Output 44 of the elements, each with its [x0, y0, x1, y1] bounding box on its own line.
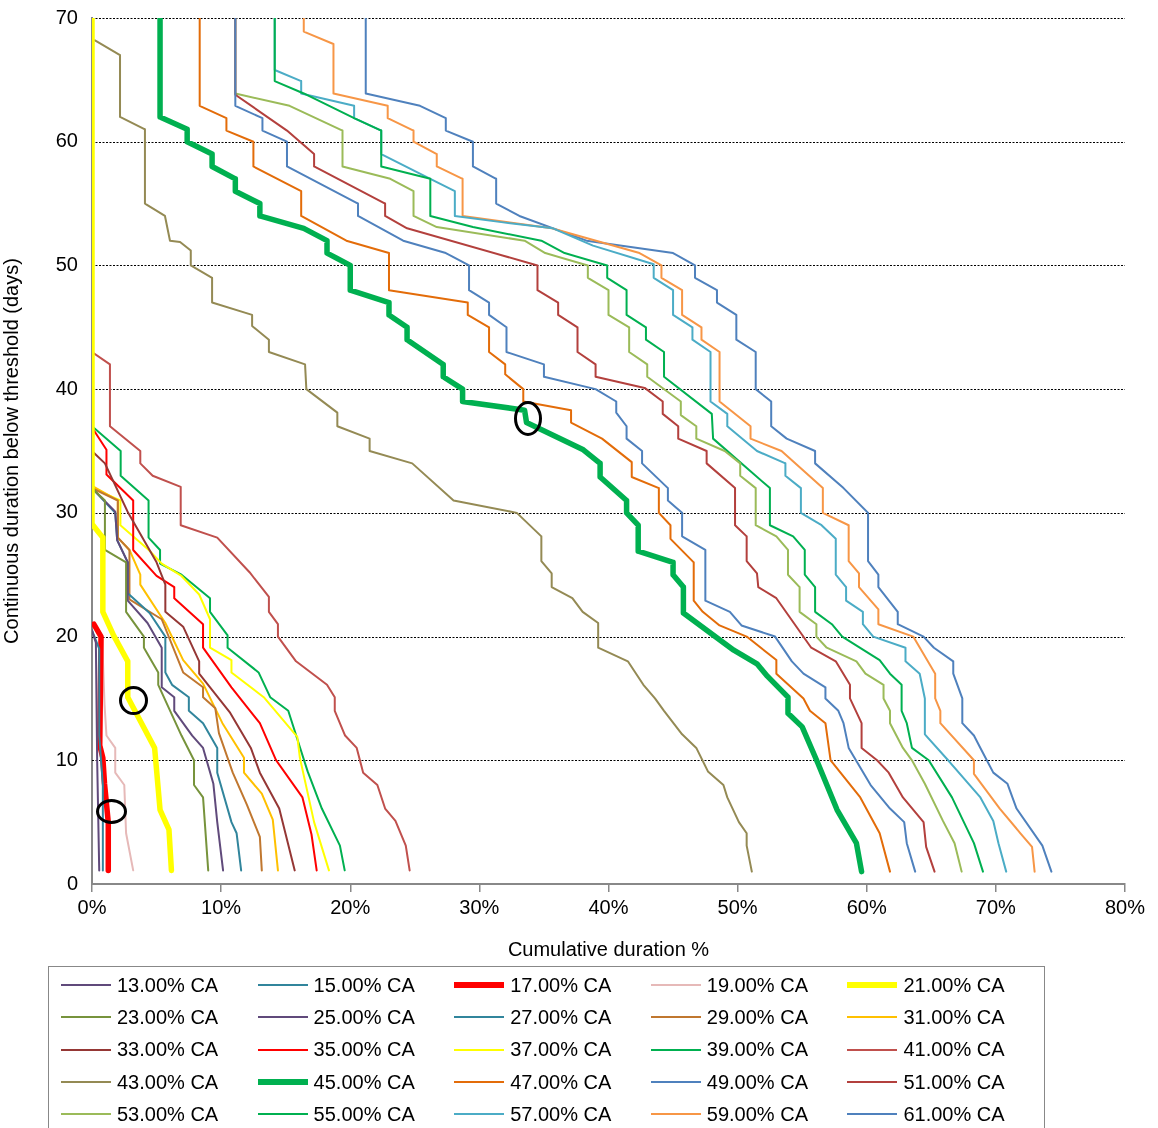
legend-label: 39.00% CA: [706, 1038, 808, 1062]
legend-label: 57.00% CA: [510, 1102, 612, 1126]
legend-label: 29.00% CA: [706, 1005, 808, 1029]
legend-label: 15.00% CA: [313, 973, 415, 997]
y-tick-label: 40: [55, 376, 78, 399]
legend-label: 37.00% CA: [510, 1038, 612, 1062]
x-tick-label: 40%: [588, 895, 629, 918]
y-tick-label: 0: [66, 871, 78, 894]
y-tick-label: 70: [55, 5, 78, 28]
y-axis-title: Continuous duration below threshold (days): [0, 258, 22, 644]
legend-label: 31.00% CA: [903, 1005, 1005, 1029]
legend-label: 49.00% CA: [706, 1070, 808, 1094]
x-axis-title: Cumulative duration %: [507, 937, 710, 960]
legend-label: 19.00% CA: [706, 973, 808, 997]
x-tick-label: 20%: [330, 895, 371, 918]
y-tick-label: 50: [55, 252, 78, 275]
legend-label: 61.00% CA: [903, 1102, 1005, 1126]
legend-label: 27.00% CA: [510, 1005, 612, 1029]
legend-label: 55.00% CA: [313, 1102, 415, 1126]
legend-label: 41.00% CA: [903, 1038, 1005, 1062]
x-tick-label: 70%: [975, 895, 1017, 918]
x-tick-label: 50%: [717, 895, 758, 918]
legend-label: 33.00% CA: [117, 1038, 219, 1062]
x-tick-label: 60%: [846, 895, 887, 918]
y-tick-label: 20: [55, 624, 78, 647]
legend-label: 21.00% CA: [903, 973, 1005, 997]
y-tick-label: 10: [55, 747, 78, 770]
legend-label: 35.00% CA: [313, 1038, 415, 1062]
legend-label: 51.00% CA: [903, 1070, 1005, 1094]
legend-label: 17.00% CA: [510, 973, 612, 997]
x-tick-label: 80%: [1104, 895, 1146, 918]
y-tick-label: 60: [55, 129, 78, 152]
legend-label: 45.00% CA: [313, 1070, 415, 1094]
x-tick-label: 0%: [77, 895, 107, 918]
legend-label: 25.00% CA: [313, 1005, 415, 1029]
x-tick-label: 30%: [459, 895, 500, 918]
y-tick-label: 30: [55, 500, 78, 523]
legend-label: 43.00% CA: [117, 1070, 219, 1094]
legend-label: 47.00% CA: [510, 1070, 612, 1094]
legend-label: 59.00% CA: [706, 1102, 808, 1126]
legend-label: 13.00% CA: [117, 973, 219, 997]
legend-label: 23.00% CA: [117, 1005, 219, 1029]
legend-label: 53.00% CA: [117, 1102, 219, 1126]
x-tick-label: 10%: [201, 895, 242, 918]
